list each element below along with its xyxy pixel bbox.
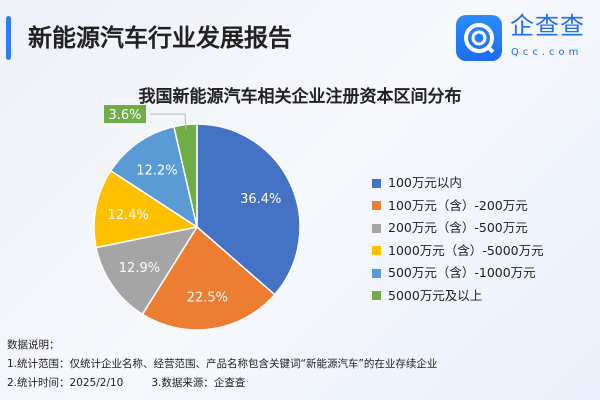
notes-heading: 数据说明： (7, 339, 60, 351)
notes-scope: 1.统计范围：仅统计企业名称、经营范围、产品名称包含关键词“新能源汽车”的在业存… (7, 358, 438, 370)
data-label: 12.9% (119, 261, 160, 276)
legend-swatch (372, 201, 381, 211)
data-label: 3.6% (108, 108, 141, 123)
legend-item: 1000万元（含）-5000万元 (372, 240, 544, 263)
data-label: 22.5% (187, 290, 228, 305)
leader-line (150, 113, 187, 130)
data-label: 12.2% (136, 164, 177, 179)
chart-title: 我国新能源汽车相关企业注册资本区间分布 (138, 87, 462, 107)
data-label: 36.4% (240, 192, 281, 207)
pie-slice (93, 169, 199, 249)
legend-swatch (372, 246, 381, 256)
data-label: 12.4% (108, 208, 149, 223)
legend-label: 100万元以内 (388, 175, 462, 191)
pie-slice (109, 125, 199, 229)
legend-label: 100万元（含）-200万元 (388, 197, 528, 213)
legend-swatch (372, 223, 381, 233)
pie-slice (95, 225, 199, 316)
legend-item: 5000万元及以上 (372, 285, 544, 308)
qcc-logo-icon (456, 15, 502, 61)
page-title: 新能源汽车行业发展报告 (28, 24, 292, 52)
legend-label: 1000万元（含）-5000万元 (388, 242, 544, 258)
legend-swatch (372, 291, 381, 301)
notes-source: 3.数据来源：企查查 (151, 377, 246, 389)
legend-swatch (372, 178, 381, 188)
data-notes: 数据说明： 1.统计范围：仅统计企业名称、经营范围、产品名称包含关键词“新能源汽… (7, 336, 437, 393)
legend-item: 200万元（含）-500万元 (372, 217, 544, 240)
notes-date: 2.统计时间：2025/2/10 (7, 377, 124, 389)
label-background (104, 105, 146, 123)
legend-item: 100万元以内 (372, 172, 544, 195)
logo-text: 企查查 (510, 12, 585, 40)
title-accent-bar (6, 16, 11, 60)
legend: 100万元以内 100万元（含）-200万元 200万元（含）-500万元 1000万… (372, 172, 544, 307)
logo-subtext: Qcc.com (511, 47, 583, 58)
legend-item: 500万元（含）-1000万元 (372, 262, 544, 285)
legend-label: 500万元（含）-1000万元 (388, 265, 536, 281)
legend-label: 200万元（含）-500万元 (388, 220, 528, 236)
legend-label: 5000万元及以上 (388, 287, 483, 303)
legend-swatch (372, 268, 381, 278)
legend-item: 100万元（含）-200万元 (372, 195, 544, 218)
pie-slice (196, 123, 301, 296)
pie-slice (141, 225, 276, 331)
